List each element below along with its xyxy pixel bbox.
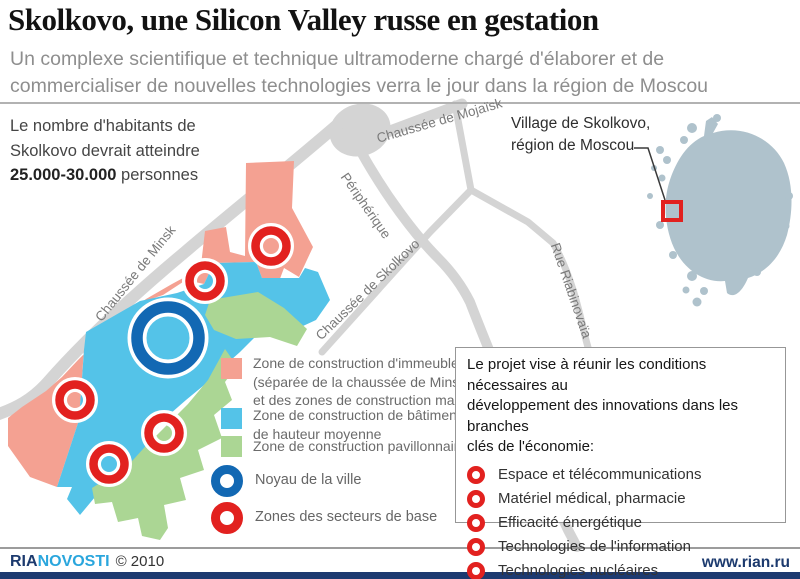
legend-item-label: Zones des secteurs de base [255, 509, 438, 525]
inset-pointer-line [634, 147, 666, 201]
secteurs-ring-icon [211, 502, 243, 534]
legend-item-pavillonnaire: Zone de construction pavillonnaire [221, 436, 466, 457]
moscow-silhouette [647, 114, 793, 307]
list-item-label: Technologies nucléaires [498, 562, 659, 579]
list-item-label: Technologies de l'information [498, 538, 691, 555]
footer-divider [0, 547, 800, 549]
list-item: Matériel médical, pharmacie [467, 487, 774, 511]
skolkovo-location-marker [661, 200, 683, 222]
zone-pavillonnaire-arm [205, 292, 307, 346]
road-rue-riabinovaia [467, 186, 596, 366]
road-chaussee-de-skolkovo [318, 100, 475, 356]
intro-line: développement des innovations dans les b… [467, 397, 739, 435]
stat-value: 25.000-30.000 [10, 166, 117, 184]
brand-novosti: NOVOSTI [37, 553, 110, 570]
page-title: Skolkovo, une Silicon Valley russe en ge… [8, 2, 599, 37]
legend-line: et des zones de construction massive) [253, 392, 492, 408]
ring-bullet-icon [467, 465, 485, 484]
list-item: Efficacité énergétique [467, 511, 774, 535]
intro-line: clés de l'économie: [467, 438, 595, 455]
header-divider [0, 102, 800, 104]
immeubles-swatch [221, 358, 242, 379]
ring-bullet-icon [467, 561, 485, 579]
subtitle-line: Un complexe scientifique et technique ul… [10, 48, 665, 70]
subtitle-line: commercialiser de nouvelles technologies… [10, 75, 709, 97]
copyright: © 2010 [115, 553, 165, 570]
legend-item-label: Zone de construction d'immeubles (séparé… [253, 354, 491, 410]
website-link[interactable]: www.rian.ru [701, 554, 790, 571]
list-item-label: Matériel médical, pharmacie [498, 490, 686, 507]
population-stat: Le nombre d'habitants de Skolkovo devrai… [10, 114, 200, 188]
legend-item-secteurs: Zones des secteurs de base [211, 502, 437, 534]
noyau-ring-icon [211, 465, 243, 497]
stat-line: 25.000-30.000 personnes [10, 163, 200, 188]
list-item: Technologies de l'information [467, 535, 774, 559]
stat-line: Skolkovo devrait atteindre [10, 141, 200, 160]
legend-line: (séparée de la chaussée de Minsk [253, 373, 467, 390]
stat-line: Le nombre d'habitants de [10, 117, 196, 135]
list-item: Technologies nucléaires [467, 559, 774, 579]
legend-item-batiments: Zone de construction de bâtiments de hau… [221, 406, 468, 443]
ring-bullet-icon [467, 489, 485, 508]
brand-ria: RIA [10, 553, 38, 570]
page-subtitle: Un complexe scientifique et technique ul… [10, 46, 708, 100]
project-box-intro: Le projet vise à réunir les conditions n… [467, 355, 774, 458]
secteur-ring-markers [52, 223, 294, 487]
ria-novosti-logo: RIANOVOSTI © 2010 [10, 553, 164, 571]
legend-item-label: Zone de construction pavillonnaire [253, 437, 466, 456]
bottom-accent-bar [0, 572, 800, 579]
inset-label-line: région de Moscou [511, 137, 635, 154]
legend-item-immeubles: Zone de construction d'immeubles (séparé… [221, 354, 491, 410]
legend-item-label: Zone de construction de bâtiments de hau… [253, 406, 468, 443]
legend-line: Zone de construction d'immeubles [253, 355, 466, 371]
list-item: Espace et télécommunications [467, 463, 774, 487]
list-item-label: Efficacité énergétique [498, 514, 642, 531]
batiments-swatch [221, 408, 242, 429]
noyau-ring-marker [127, 297, 209, 379]
inset-label: Village de Skolkovo, région de Moscou [511, 113, 650, 157]
ring-bullet-icon [467, 537, 485, 556]
pavillonnaire-swatch [221, 436, 242, 457]
inset-label-line: Village de Skolkovo, [511, 115, 651, 132]
project-goals-box: Le projet vise à réunir les conditions n… [455, 347, 786, 579]
legend-item-noyau: Noyau de la ville [211, 465, 361, 497]
road-chaussee-de-mojaisk [360, 98, 468, 146]
legend-line: de hauteur moyenne [253, 425, 382, 442]
list-item-label: Espace et télécommunications [498, 466, 702, 483]
intro-line: Le projet vise à réunir les conditions n… [467, 356, 707, 394]
legend-item-label: Noyau de la ville [255, 472, 362, 488]
ring-bullet-icon [467, 513, 485, 532]
zone-immeubles-area [8, 161, 313, 487]
legend-line: Zone de construction pavillonnaire [253, 438, 467, 454]
legend-line: Zone de construction de bâtiments [253, 407, 468, 423]
stat-unit: personnes [116, 166, 199, 184]
